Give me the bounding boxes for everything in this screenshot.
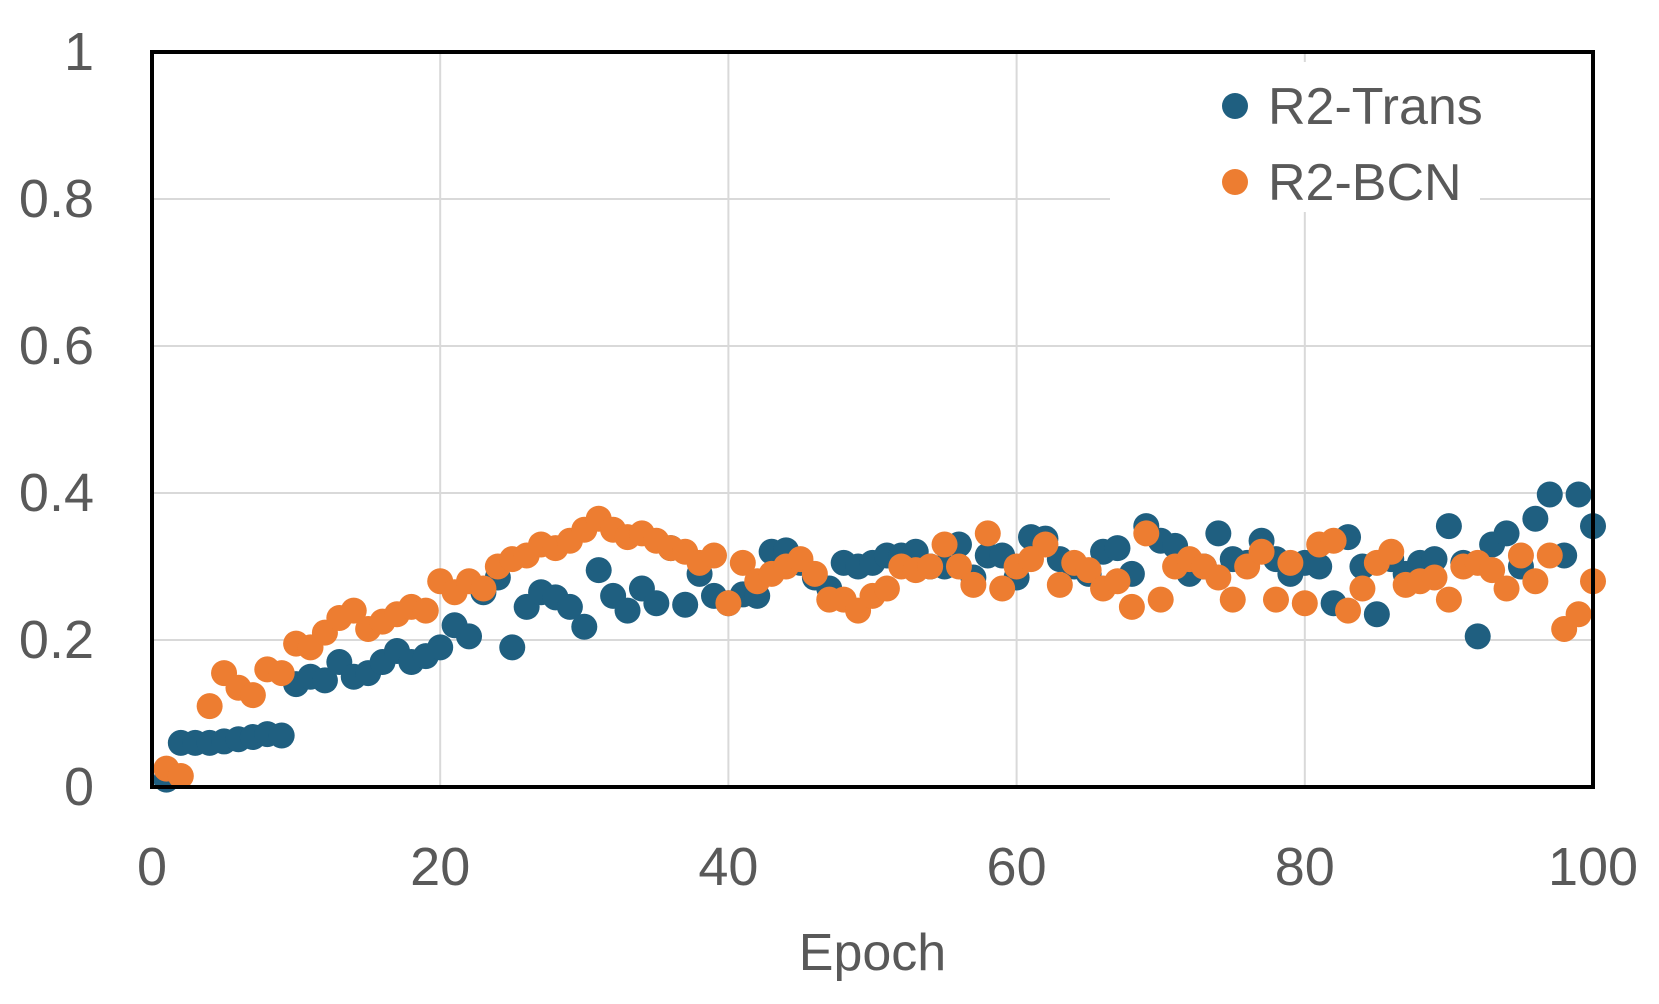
data-point-r2-bcn — [715, 590, 742, 617]
data-point-r2-bcn — [945, 553, 972, 580]
y-tick-label: 1 — [64, 22, 94, 82]
data-point-r2-bcn — [1147, 586, 1174, 613]
data-point-r2-bcn — [1118, 593, 1145, 620]
data-point-r2-bcn — [1219, 586, 1246, 613]
y-tick-label: 0.6 — [19, 316, 94, 376]
data-point-r2-bcn — [729, 549, 756, 576]
data-point-r2-bcn — [931, 531, 958, 558]
data-point-r2-trans — [456, 623, 483, 650]
legend-label: R2-Trans — [1268, 78, 1483, 136]
data-point-r2-bcn — [239, 682, 266, 709]
data-point-r2-bcn — [1205, 564, 1232, 591]
data-point-r2-bcn — [1032, 531, 1059, 558]
data-point-r2-bcn — [1493, 575, 1520, 602]
x-tick-label: 20 — [410, 837, 470, 897]
data-point-r2-bcn — [1536, 542, 1563, 569]
legend-background — [1110, 62, 1480, 212]
data-point-r2-trans — [614, 597, 641, 624]
x-tick-label: 80 — [1275, 837, 1335, 897]
data-point-r2-bcn — [167, 762, 194, 789]
data-point-r2-trans — [311, 667, 338, 694]
data-point-r2-bcn — [801, 560, 828, 587]
y-tick-label: 0.2 — [19, 610, 94, 670]
data-point-r2-bcn — [1349, 575, 1376, 602]
data-point-r2-trans — [1536, 481, 1563, 508]
data-point-r2-trans — [499, 634, 526, 661]
y-tick-label: 0.8 — [19, 169, 94, 229]
data-point-r2-bcn — [1565, 601, 1592, 628]
data-point-r2-bcn — [340, 597, 367, 624]
data-point-r2-bcn — [412, 597, 439, 624]
data-point-r2-trans — [1565, 481, 1592, 508]
axis-ticks: 0 20 40 60 80 100 0 0.2 0.4 0.6 0.8 1 — [19, 22, 1638, 897]
data-point-r2-trans — [585, 557, 612, 584]
plot-border — [150, 50, 1595, 789]
legend-marker — [1222, 169, 1248, 195]
data-point-r2-bcn — [974, 520, 1001, 547]
data-point-r2-trans — [672, 591, 699, 618]
x-axis-label: Epoch — [799, 924, 946, 982]
data-point-r2-trans — [1104, 535, 1131, 562]
data-point-r2-bcn — [470, 575, 497, 602]
data-point-r2-bcn — [960, 571, 987, 598]
data-point-r2-trans — [1522, 505, 1549, 532]
x-tick-label: 60 — [987, 837, 1047, 897]
data-point-r2-trans — [1435, 513, 1462, 540]
data-point-r2-trans — [1306, 553, 1333, 580]
data-point-r2-bcn — [1075, 557, 1102, 584]
data-point-r2-bcn — [196, 693, 223, 720]
data-point-r2-bcn — [1320, 527, 1347, 554]
data-point-r2-bcn — [1248, 538, 1275, 565]
legend-label: R2-BCN — [1268, 154, 1462, 212]
x-tick-label: 100 — [1548, 837, 1638, 897]
data-point-r2-bcn — [1421, 564, 1448, 591]
data-point-r2-bcn — [1522, 568, 1549, 595]
data-point-r2-trans — [1464, 623, 1491, 650]
legend-marker — [1222, 93, 1248, 119]
data-point-r2-trans — [556, 593, 583, 620]
data-point-r2-bcn — [700, 542, 727, 569]
data-point-r2-bcn — [989, 575, 1016, 602]
legend: R2-Trans R2-BCN — [1110, 62, 1483, 212]
y-tick-label: 0 — [64, 757, 94, 817]
data-points — [153, 481, 1606, 793]
data-point-r2-trans — [643, 590, 670, 617]
data-point-r2-trans — [1363, 601, 1390, 628]
data-point-r2-trans — [1493, 520, 1520, 547]
data-point-r2-bcn — [917, 553, 944, 580]
x-tick-label: 0 — [137, 837, 167, 897]
data-point-r2-trans — [427, 634, 454, 661]
data-point-r2-trans — [1421, 546, 1448, 573]
data-point-r2-bcn — [1262, 586, 1289, 613]
data-point-r2-bcn — [1046, 571, 1073, 598]
data-point-r2-bcn — [873, 575, 900, 602]
data-point-r2-bcn — [1133, 520, 1160, 547]
data-point-r2-bcn — [1104, 568, 1131, 595]
data-point-r2-bcn — [268, 660, 295, 687]
data-point-r2-bcn — [1277, 549, 1304, 576]
data-point-r2-bcn — [1479, 557, 1506, 584]
y-tick-label: 0.4 — [19, 463, 94, 523]
data-point-r2-trans — [268, 722, 295, 749]
x-tick-label: 40 — [698, 837, 758, 897]
data-point-r2-bcn — [1507, 542, 1534, 569]
data-point-r2-bcn — [1435, 586, 1462, 613]
data-point-r2-bcn — [1291, 590, 1318, 617]
data-point-r2-trans — [1205, 520, 1232, 547]
data-point-r2-bcn — [1335, 597, 1362, 624]
data-point-r2-bcn — [1378, 538, 1405, 565]
data-point-r2-trans — [571, 613, 598, 640]
